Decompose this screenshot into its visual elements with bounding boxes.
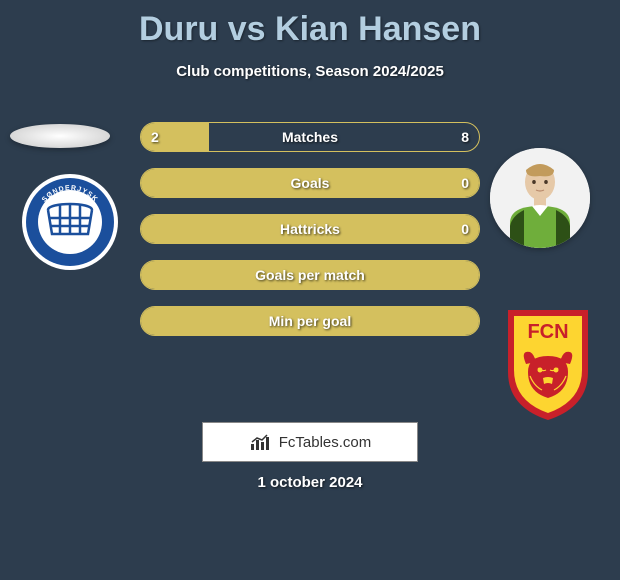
stat-label: Goals per match [141, 261, 479, 289]
player-left-photo-placeholder [10, 124, 110, 148]
club-logo-fcn: FCN [498, 302, 598, 422]
stat-row: 0Goals [140, 168, 480, 198]
player-right-photo [490, 148, 590, 248]
footer-brand-badge: FcTables.com [202, 422, 418, 462]
stat-label: Goals [141, 169, 479, 197]
stat-row: Goals per match [140, 260, 480, 290]
stat-row: Min per goal [140, 306, 480, 336]
date-label: 1 october 2024 [0, 474, 620, 491]
footer-brand-text: FcTables.com [279, 434, 372, 451]
season-subtitle: Club competitions, Season 2024/2025 [0, 63, 620, 80]
chart-icon [249, 432, 273, 452]
stat-label: Min per goal [141, 307, 479, 335]
svg-text:FCN: FCN [527, 321, 568, 343]
stat-row: 28Matches [140, 122, 480, 152]
stat-row: 0Hattricks [140, 214, 480, 244]
stats-container: 28Matches 0Goals 0Hattricks Goals per match… [140, 122, 480, 352]
page-title: Duru vs Kian Hansen [0, 0, 620, 49]
club-logo-sonderjyske: SØNDERJYSK [20, 172, 120, 272]
stat-label: Matches [141, 123, 479, 151]
stat-label: Hattricks [141, 215, 479, 243]
